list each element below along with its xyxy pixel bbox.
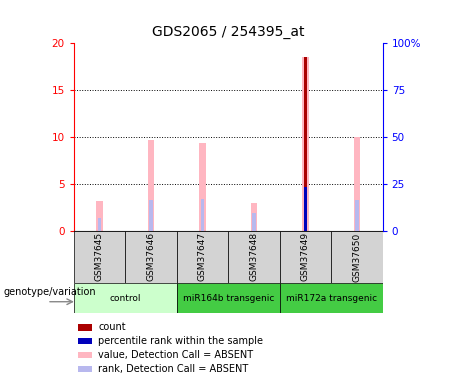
Bar: [177, 283, 280, 313]
Bar: [77, 324, 92, 330]
Text: miR172a transgenic: miR172a transgenic: [285, 294, 377, 303]
Bar: [77, 338, 92, 345]
Text: genotype/variation: genotype/variation: [4, 286, 96, 297]
Text: GSM37647: GSM37647: [198, 232, 207, 281]
Bar: [251, 203, 257, 231]
Text: value, Detection Call = ABSENT: value, Detection Call = ABSENT: [98, 350, 254, 360]
Bar: [280, 231, 331, 283]
Bar: [177, 231, 228, 283]
Bar: [228, 231, 280, 283]
Bar: [77, 352, 92, 358]
Bar: [304, 187, 307, 231]
Bar: [304, 187, 307, 231]
Bar: [199, 144, 206, 231]
Bar: [354, 137, 360, 231]
Bar: [302, 57, 308, 231]
Text: miR164b transgenic: miR164b transgenic: [183, 294, 274, 303]
Bar: [149, 200, 153, 231]
Bar: [74, 283, 177, 313]
Title: GDS2065 / 254395_at: GDS2065 / 254395_at: [152, 26, 304, 39]
Text: count: count: [98, 322, 126, 332]
Bar: [148, 140, 154, 231]
Text: GSM37645: GSM37645: [95, 232, 104, 281]
Text: rank, Detection Call = ABSENT: rank, Detection Call = ABSENT: [98, 364, 248, 374]
Bar: [74, 231, 125, 283]
Bar: [331, 231, 383, 283]
Text: percentile rank within the sample: percentile rank within the sample: [98, 336, 263, 346]
Bar: [98, 218, 101, 231]
Text: control: control: [110, 294, 141, 303]
Bar: [252, 213, 256, 231]
Bar: [355, 200, 359, 231]
Text: GSM37646: GSM37646: [147, 232, 155, 281]
Bar: [280, 283, 383, 313]
Text: GSM37648: GSM37648: [249, 232, 259, 281]
Text: GSM37650: GSM37650: [352, 232, 361, 282]
Bar: [96, 201, 103, 231]
Bar: [125, 231, 177, 283]
Bar: [303, 57, 307, 231]
Bar: [201, 199, 204, 231]
Text: GSM37649: GSM37649: [301, 232, 310, 281]
Bar: [77, 366, 92, 372]
